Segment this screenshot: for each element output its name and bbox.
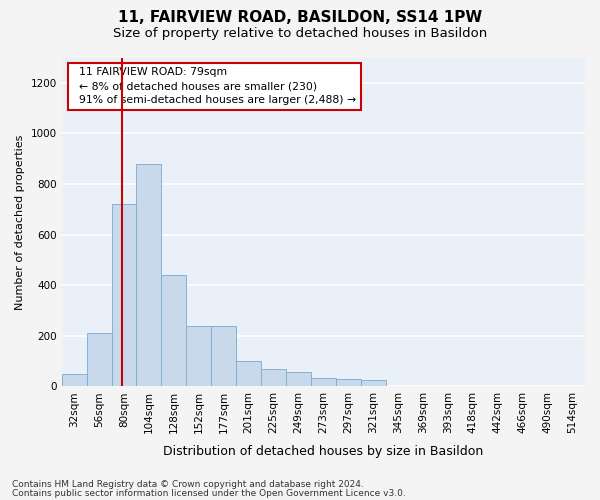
X-axis label: Distribution of detached houses by size in Basildon: Distribution of detached houses by size … [163,444,484,458]
Bar [361,380,386,386]
Bar [211,326,236,386]
Text: Contains public sector information licensed under the Open Government Licence v3: Contains public sector information licen… [12,488,406,498]
Y-axis label: Number of detached properties: Number of detached properties [15,134,25,310]
Bar [62,374,86,386]
Bar [136,164,161,386]
Bar [236,361,261,386]
Bar [261,368,286,386]
Bar [112,204,136,386]
Bar [311,378,336,386]
Text: 11 FAIRVIEW ROAD: 79sqm
  ← 8% of detached houses are smaller (230)
  91% of sem: 11 FAIRVIEW ROAD: 79sqm ← 8% of detached… [72,68,356,106]
Bar [286,372,311,386]
Bar [86,334,112,386]
Text: 11, FAIRVIEW ROAD, BASILDON, SS14 1PW: 11, FAIRVIEW ROAD, BASILDON, SS14 1PW [118,10,482,25]
Bar [336,379,361,386]
Bar [161,275,186,386]
Text: Size of property relative to detached houses in Basildon: Size of property relative to detached ho… [113,28,487,40]
Text: Contains HM Land Registry data © Crown copyright and database right 2024.: Contains HM Land Registry data © Crown c… [12,480,364,489]
Bar [186,326,211,386]
